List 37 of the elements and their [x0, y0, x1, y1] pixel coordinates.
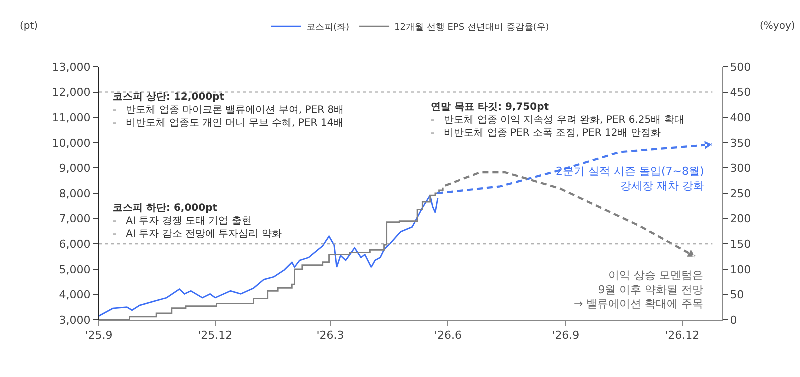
y-tick-label: 3,000: [59, 314, 91, 327]
y-tick-label: 5,000: [59, 263, 91, 276]
y2-tick-label: 50: [730, 288, 744, 302]
annotation: 코스피 상단: 12,000pt - 반도체 업종 마이크론 밸류에이션 부여, PER 8배 - 비반도체 업종도 개인 머니 무브 수혜, PER 14배: [113, 92, 344, 129]
y-tick-label: 11,000: [52, 111, 91, 124]
annotation: 2분기 실적 시즌 돌입(7~8월) 강세장 재차 강화: [556, 165, 704, 192]
y2-tick-label: 150: [730, 238, 752, 251]
y-tick-label: 10,000: [52, 136, 91, 150]
legend-label: 12개월 선행 EPS 전년대비 증감율(우): [394, 23, 550, 34]
y2-tick-label: 300: [730, 162, 752, 176]
annotation: 코스피 하단: 6,000pt - AI 투자 경쟁 도태 기업 출현 - AI 투자 감소 전망에 투자심리 약화: [113, 203, 282, 240]
y2-tick-label: 400: [730, 111, 752, 124]
y2-tick-label: 250: [730, 187, 752, 200]
y2-tick-label: 200: [730, 212, 752, 226]
y-tick-label: 8,000: [59, 187, 91, 200]
y2-tick-label: 350: [730, 136, 752, 150]
x-tick-label: '25.9: [85, 329, 113, 342]
y-tick-label: 7,000: [59, 212, 91, 226]
y2-tick-label: 0: [730, 314, 738, 327]
y-tick-label: 13,000: [52, 60, 91, 74]
y-tick-label: 9,000: [59, 162, 91, 176]
annotation: 이익 상승 모멘텀은 9월 이후 약화될 전망 → 밸류에이션 확대에 주목: [574, 269, 704, 311]
x-tick-label: '25.12: [198, 329, 233, 342]
y-axis-title: (pt): [20, 21, 38, 32]
y-tick-label: 6,000: [59, 238, 91, 251]
y2-tick-label: 450: [730, 86, 752, 100]
y-tick-label: 4,000: [59, 288, 91, 302]
y2-axis-title: (%yoy): [760, 21, 796, 32]
x-tick-label: '26.6: [434, 329, 462, 342]
y2-tick-label: 100: [730, 263, 752, 276]
x-tick-label: '26.3: [316, 329, 344, 342]
y-tick-label: 12,000: [52, 86, 91, 100]
y2-tick-label: 500: [730, 60, 752, 74]
x-tick-label: '26.12: [665, 329, 700, 342]
annotation: 연말 목표 타깃: 9,750pt - 반도체 업종 이익 지속성 우려 완화, PER 6.25배 확대 - 비반도체 업종 PER 소폭 조정, PER 12배 안정화: [431, 102, 684, 139]
legend-label: 코스피(좌): [306, 23, 350, 34]
x-tick-label: '26.9: [552, 329, 580, 342]
